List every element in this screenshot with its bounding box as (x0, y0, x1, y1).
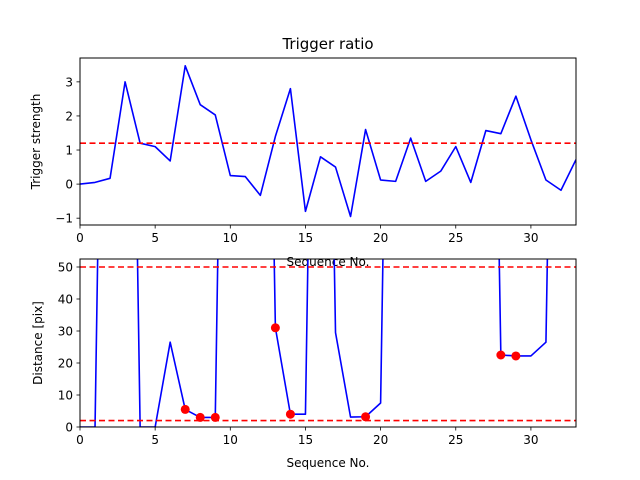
bottom-marker-point-5 (361, 412, 371, 422)
top-plot-area (80, 65, 576, 218)
bottom-y-tick-label-2: 20 (58, 357, 73, 371)
top-x-tick-label-1: 5 (151, 231, 159, 245)
top-y-tick-label-4: 3 (65, 75, 73, 89)
bottom-y-tick-label-3: 30 (58, 325, 73, 339)
bottom-x-tick-label-6: 30 (523, 433, 538, 447)
top-y-axis-label: Trigger strength (29, 94, 43, 191)
bottom-x-tick-label-0: 0 (76, 433, 84, 447)
bottom-marker-point-0 (180, 404, 190, 414)
bottom-series-line-0 (80, 259, 549, 427)
top-x-tick-label-6: 30 (523, 231, 538, 245)
top-y-tick-label-0: −1 (55, 212, 73, 226)
bottom-axes: 0 5 10 15 20 25 30 0 10 20 30 40 50 Sequence No. Dis… (31, 258, 577, 470)
bottom-marker-point-6 (496, 350, 506, 360)
top-x-tick-label-3: 15 (298, 231, 313, 245)
bottom-marker-point-7 (511, 351, 521, 361)
bottom-x-tick-label-2: 10 (223, 433, 238, 447)
top-chart-title: Trigger ratio (281, 35, 373, 53)
bottom-marker-point-3 (270, 323, 280, 333)
top-series-line-0 (80, 65, 576, 218)
bottom-x-tick-label-4: 20 (373, 433, 388, 447)
bottom-y-tick-label-4: 40 (58, 293, 73, 307)
bottom-y-axis-label: Distance [pix] (31, 301, 45, 385)
top-x-tick-label-0: 0 (76, 231, 84, 245)
bottom-plot-area (80, 259, 576, 427)
top-y-tick-label-3: 2 (65, 109, 73, 123)
bottom-y-tick-label-5: 50 (58, 261, 73, 275)
bottom-marker-point-1 (195, 412, 205, 422)
bottom-y-tick-label-0: 0 (65, 421, 73, 435)
top-y-tick-label-2: 1 (65, 144, 73, 158)
top-axes-frame (79, 57, 577, 226)
bottom-y-tick-label-1: 10 (58, 389, 73, 403)
bottom-x-tick-label-1: 5 (151, 433, 159, 447)
bottom-x-tick-label-5: 25 (448, 433, 463, 447)
top-x-tick-label-5: 25 (448, 231, 463, 245)
bottom-marker-point-4 (285, 409, 295, 419)
bottom-x-axis-label: Sequence No. (287, 456, 370, 470)
top-x-tick-label-4: 20 (373, 231, 388, 245)
top-x-tick-label-2: 10 (223, 231, 238, 245)
bottom-x-tick-label-3: 15 (298, 433, 313, 447)
bottom-marker-point-2 (210, 412, 220, 422)
top-y-tick-label-1: 0 (65, 178, 73, 192)
bottom-axes-frame (79, 258, 577, 428)
bottom-axis-ticks: 0 5 10 15 20 25 30 0 10 20 30 40 50 (58, 261, 539, 448)
